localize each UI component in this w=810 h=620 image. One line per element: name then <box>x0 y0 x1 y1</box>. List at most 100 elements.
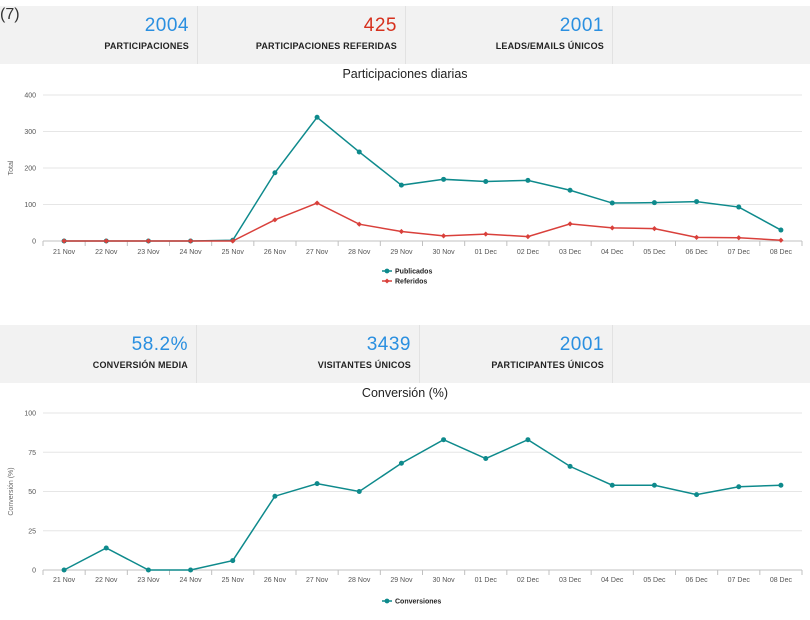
y-tick-label: 100 <box>24 202 36 209</box>
data-point <box>736 484 742 490</box>
chart-participaciones-diarias: Participaciones diarias 0 100 200 300 400 Tota… <box>0 64 810 319</box>
data-point <box>736 204 742 210</box>
x-tick-label: 02 Dec <box>517 577 540 584</box>
data-point <box>356 221 362 227</box>
x-tick-label: 06 Dec <box>685 577 708 584</box>
x-tick-label: 05 Dec <box>643 249 666 256</box>
legend-marker <box>384 278 390 284</box>
data-point <box>272 170 278 176</box>
kpi-participantes-unicos: 2001 PARTICIPANTES ÚNICOS <box>420 325 613 383</box>
kpi-label: VISITANTES ÚNICOS <box>317 360 411 370</box>
data-point <box>314 114 320 120</box>
kpi-label: PARTICIPACIONES <box>104 41 189 51</box>
kpi-value: 58.2% <box>131 334 188 355</box>
x-tick-label: 02 Dec <box>517 249 540 256</box>
x-tick-label: 04 Dec <box>601 577 624 584</box>
y-tick-label: 200 <box>24 166 36 173</box>
legend-marker <box>384 598 390 604</box>
data-point <box>525 437 531 443</box>
data-point <box>651 482 657 488</box>
data-point <box>651 225 658 232</box>
kpi-participaciones-referidas: 425 PARTICIPACIONES REFERIDAS <box>198 6 406 64</box>
kpi-participaciones: 2004 PARTICIPACIONES <box>0 6 198 64</box>
kpi-note: (7) <box>0 6 20 23</box>
data-point <box>398 460 404 466</box>
kpi-label: PARTICIPANTES ÚNICOS <box>491 360 604 370</box>
data-point <box>188 567 194 573</box>
data-point <box>187 238 194 244</box>
x-tick-label: 30 Nov <box>432 577 455 584</box>
y-tick-label: 0 <box>32 239 36 246</box>
x-tick-label: 07 Dec <box>728 249 751 256</box>
legend-marker <box>384 268 390 274</box>
kpi-conversion-media: 58.2% CONVERSIÓN MEDIA <box>0 325 197 383</box>
series-line <box>64 202 781 242</box>
y-tick-label: 400 <box>24 93 36 100</box>
data-point <box>694 199 700 205</box>
chart-conversion: Conversión (%) 0 25 50 75 100 Conversión (%) 21… <box>0 383 810 620</box>
x-tick-label: 07 Dec <box>728 577 751 584</box>
data-point <box>61 567 67 573</box>
kpi-bar-mid: 58.2% CONVERSIÓN MEDIA 3439 VISITANTES Ú… <box>0 325 810 383</box>
x-tick-label: 30 Nov <box>432 249 455 256</box>
x-tick-label: 01 Dec <box>475 249 498 256</box>
kpi-visitantes-unicos: 3439 VISITANTES ÚNICOS <box>197 325 420 383</box>
x-tick-label: 22 Nov <box>95 249 118 256</box>
data-point <box>651 200 657 206</box>
data-point <box>567 187 573 193</box>
data-point <box>567 221 573 227</box>
y-tick-label: 0 <box>32 568 36 575</box>
kpi-value: 2004 <box>144 15 189 36</box>
kpi-value: 2001 <box>559 15 604 36</box>
series-line <box>64 116 782 242</box>
data-point <box>483 179 489 185</box>
line-chart: Participaciones diarias 0 100 200 300 400 Tota… <box>8 67 803 286</box>
data-point <box>230 238 236 244</box>
x-tick-label: 29 Nov <box>390 249 413 256</box>
data-point <box>609 482 615 488</box>
data-point <box>145 567 151 573</box>
x-tick-label: 23 Nov <box>137 577 160 584</box>
data-point <box>483 231 489 237</box>
x-tick-label: 28 Nov <box>348 577 371 584</box>
y-axis-label: Conversión (%) <box>8 467 15 515</box>
data-point <box>103 238 109 244</box>
kpi-label: CONVERSIÓN MEDIA <box>92 360 188 370</box>
data-point <box>61 238 67 244</box>
data-point <box>145 238 152 244</box>
y-tick-label: 75 <box>28 450 36 457</box>
data-point <box>693 234 700 240</box>
x-tick-label: 03 Dec <box>559 577 582 584</box>
x-tick-label: 21 Nov <box>53 577 76 584</box>
x-tick-label: 05 Dec <box>643 577 666 584</box>
x-tick-label: 04 Dec <box>601 249 624 256</box>
x-tick-label: 26 Nov <box>264 249 287 256</box>
x-tick-label: 29 Nov <box>390 577 413 584</box>
data-point <box>398 228 405 235</box>
y-tick-label: 300 <box>24 129 36 136</box>
x-tick-label: 28 Nov <box>348 249 371 256</box>
data-point <box>314 481 320 487</box>
data-point <box>609 225 615 231</box>
x-tick-label: 25 Nov <box>222 249 245 256</box>
kpi-bar-top: 2004 PARTICIPACIONES (7) 425 PARTICIPACI… <box>0 6 810 64</box>
kpi-leads-emails: 2001 LEADS/EMAILS ÚNICOS <box>406 6 613 64</box>
legend-label: Conversiones <box>395 599 441 606</box>
x-tick-label: 27 Nov <box>306 249 329 256</box>
data-point <box>736 235 742 241</box>
data-point <box>525 234 531 240</box>
y-tick-label: 100 <box>24 411 36 418</box>
series-line <box>63 438 781 571</box>
legend-label: Referidos <box>395 279 427 286</box>
data-point <box>440 233 447 239</box>
x-tick-label: 03 Dec <box>559 249 582 256</box>
x-tick-label: 21 Nov <box>53 249 76 256</box>
data-point <box>314 200 320 206</box>
x-tick-label: 22 Nov <box>95 577 118 584</box>
kpi-value: 3439 <box>366 334 411 355</box>
x-tick-label: 23 Nov <box>137 249 160 256</box>
data-point <box>778 237 784 243</box>
line-chart: Conversión (%) 0 25 50 75 100 Conversión (%) 21… <box>8 386 803 606</box>
data-point <box>230 558 236 564</box>
data-point <box>356 489 362 494</box>
